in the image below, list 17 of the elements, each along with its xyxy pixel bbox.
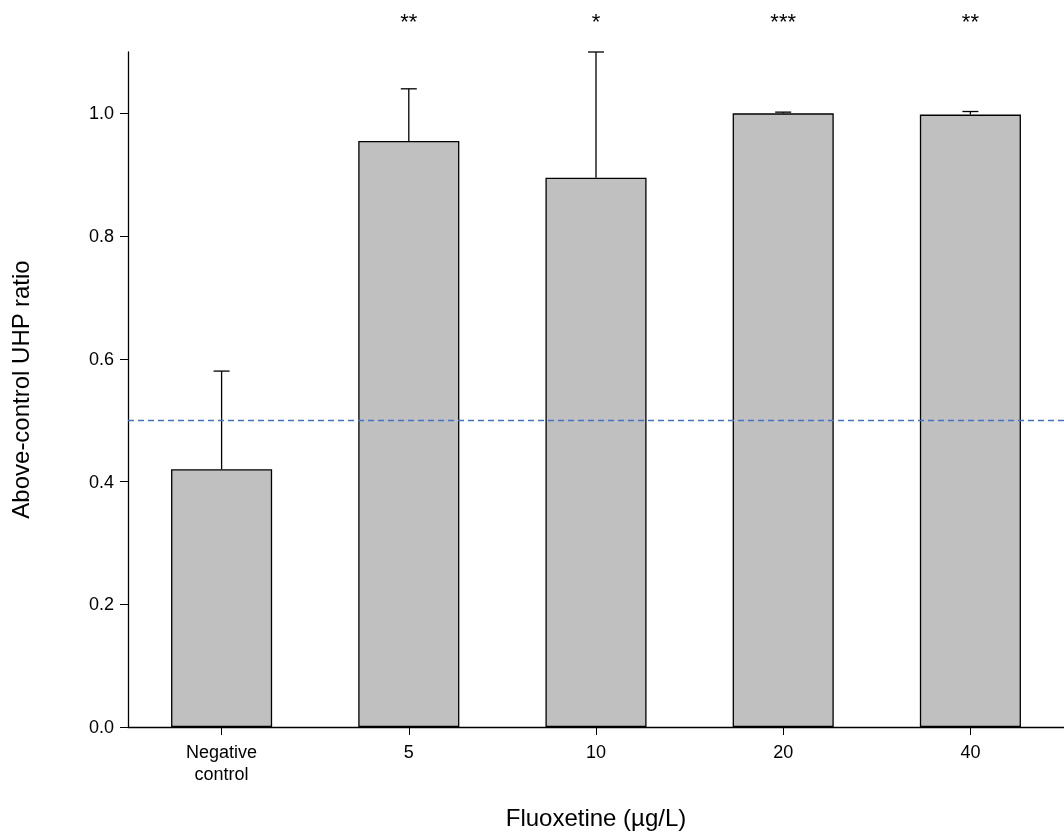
y-tick-label: 0.2: [88, 594, 114, 615]
y-tick-label: 0.4: [88, 471, 114, 492]
x-tick-label: 20: [773, 742, 794, 762]
x-tick-label: Negative control: [186, 742, 258, 784]
x-tick-label: 5: [403, 742, 414, 762]
y-axis-title: Above-control UHP ratio: [6, 260, 34, 519]
y-tick-label: 1.0: [88, 103, 114, 124]
text: **: [400, 8, 418, 34]
x-tick-label: 10: [585, 742, 607, 762]
x-tick-label: 40: [960, 742, 981, 762]
y-tick-label: 0.8: [88, 226, 114, 247]
y-tick-label: 0.6: [88, 348, 114, 369]
y-tick-label: 0.0: [88, 717, 114, 737]
text: **: [961, 8, 980, 34]
text: *: [591, 8, 601, 34]
x-axis-title: Fluoxetine (µg/L): [505, 803, 687, 831]
text: ***: [770, 8, 797, 34]
